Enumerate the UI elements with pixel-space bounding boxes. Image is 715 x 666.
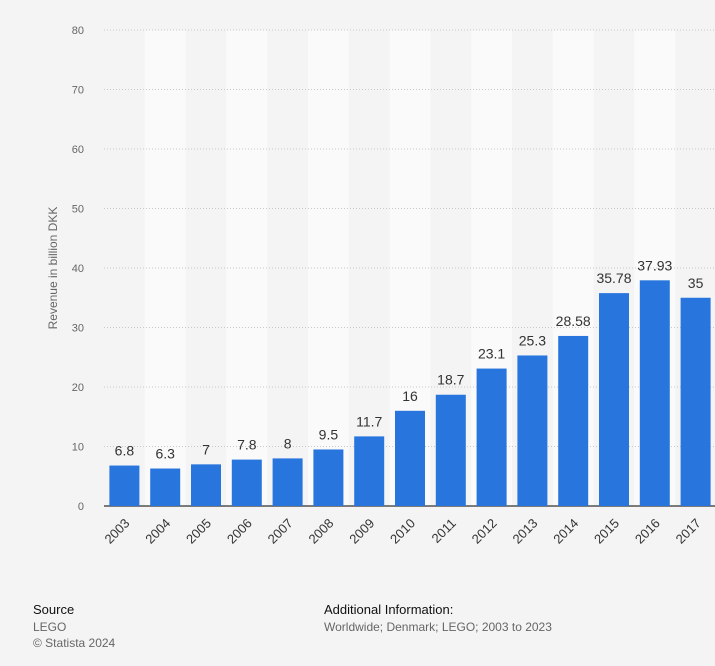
x-tick-label: 2004 — [142, 516, 173, 547]
data-label: 7.8 — [237, 437, 257, 453]
x-tick-label: 2009 — [346, 516, 377, 547]
y-tick-label: 10 — [72, 442, 84, 454]
y-tick-label: 40 — [72, 263, 84, 275]
column-band — [144, 30, 186, 506]
bar[interactable] — [395, 410, 425, 506]
bar[interactable] — [191, 464, 221, 506]
data-label: 25.3 — [519, 332, 546, 348]
data-label: 6.3 — [155, 446, 175, 462]
y-tick-label: 0 — [78, 501, 84, 513]
x-tick-label: 2005 — [183, 516, 214, 547]
data-label: 18.7 — [437, 372, 464, 388]
bars — [109, 280, 711, 506]
column-band — [226, 30, 268, 506]
data-label: 28.58 — [556, 313, 591, 329]
y-tick-label: 30 — [72, 323, 84, 335]
x-tick-label: 2013 — [509, 516, 540, 547]
source-heading: Source — [33, 602, 75, 617]
x-tick-label: 2008 — [305, 516, 336, 547]
bar[interactable] — [599, 293, 629, 506]
bar[interactable] — [150, 468, 181, 506]
data-label: 35.78 — [596, 270, 631, 286]
data-labels: 6.8 6.3 7 7.8 8 9.5 11.7 16 18.7 23.1 25.3 28.58 35.… — [115, 257, 704, 461]
data-label: 37.93 — [637, 257, 672, 273]
data-label: 16 — [402, 388, 418, 404]
copyright[interactable]: © Statista 2024 — [33, 636, 116, 650]
data-label: 6.8 — [115, 443, 135, 459]
bar[interactable] — [517, 355, 548, 506]
x-tick-label: 2006 — [224, 516, 255, 547]
y-tick-label: 20 — [72, 382, 84, 394]
x-tick-label: 2014 — [550, 516, 581, 547]
bar[interactable] — [231, 459, 262, 506]
data-label: 7 — [202, 441, 210, 457]
x-tick-label: 2017 — [673, 516, 704, 547]
data-label: 9.5 — [319, 426, 339, 442]
bar[interactable] — [109, 465, 140, 506]
source-name[interactable]: LEGO — [33, 620, 67, 634]
x-tick-label: 2011 — [429, 516, 459, 546]
bar[interactable] — [435, 394, 466, 506]
data-label: 11.7 — [356, 413, 382, 429]
x-tick-label: 2003 — [101, 516, 132, 547]
bar[interactable] — [354, 436, 385, 506]
bar[interactable] — [558, 335, 589, 506]
x-axis-ticks: 2003 2004 2005 2006 2007 2008 2009 2010 2011 2012… — [101, 516, 715, 547]
bar[interactable] — [639, 280, 670, 506]
data-label: 23.1 — [478, 346, 505, 362]
x-tick-label: 2007 — [265, 516, 296, 547]
bar[interactable] — [272, 458, 303, 506]
data-label: 8 — [284, 435, 292, 451]
bar[interactable] — [476, 368, 507, 506]
additional-info-heading: Additional Information: — [324, 602, 454, 617]
y-axis-ticks: 0 10 20 30 40 50 60 70 80 — [72, 25, 84, 513]
x-tick-label: 2010 — [387, 516, 418, 547]
y-tick-label: 70 — [72, 85, 84, 97]
x-tick-label: 2012 — [469, 516, 500, 547]
source-block: Source LEGO © Statista 2024 — [33, 602, 115, 651]
bar[interactable] — [680, 297, 711, 506]
y-tick-label: 50 — [72, 204, 84, 216]
additional-info-block: Additional Information: Worldwide; Denma… — [324, 602, 552, 635]
y-tick-label: 80 — [72, 25, 84, 37]
x-tick-label: 2015 — [591, 516, 622, 547]
bar-chart: 0 10 20 30 40 50 60 70 80 Revenue in billion DKK… — [46, 25, 715, 547]
bar[interactable] — [313, 449, 344, 506]
additional-info-text: Worldwide; Denmark; LEGO; 2003 to 2023 — [324, 620, 552, 634]
y-axis-title: Revenue in billion DKK — [46, 207, 60, 330]
data-label: 35 — [688, 275, 704, 291]
y-tick-label: 60 — [72, 144, 84, 156]
x-tick-label: 2016 — [632, 516, 663, 547]
